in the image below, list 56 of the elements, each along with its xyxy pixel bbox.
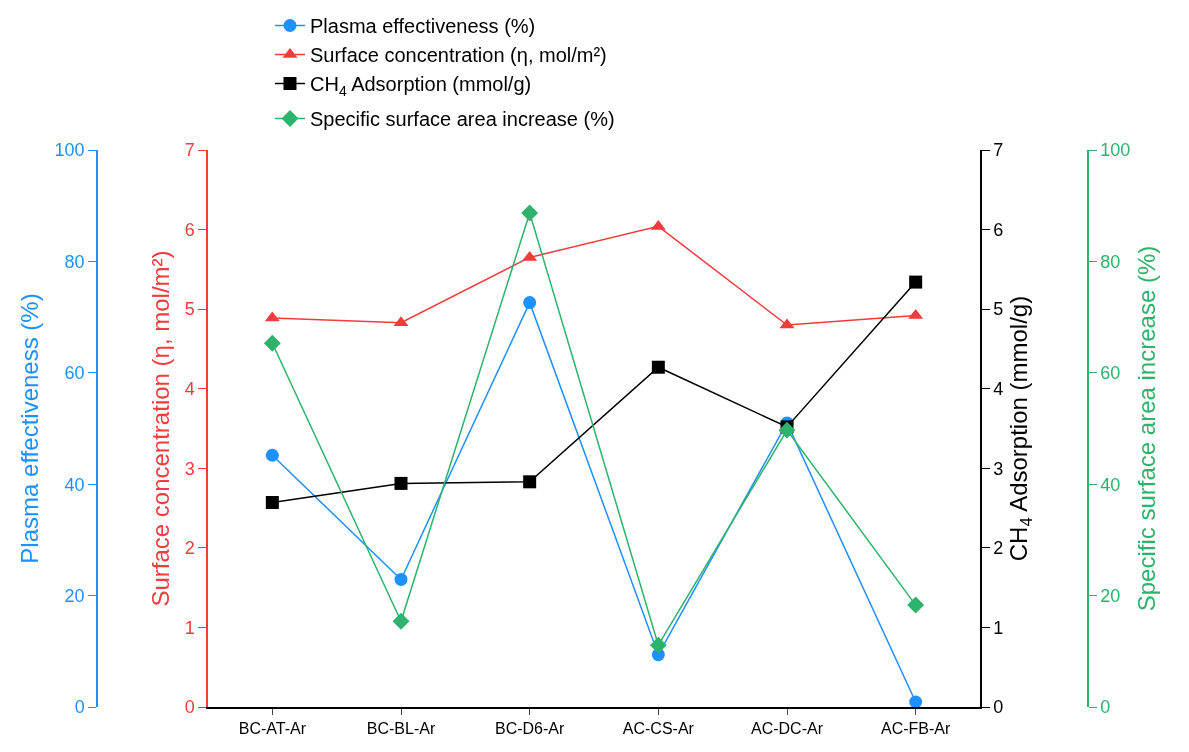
y3-tick-label: 2 [993, 538, 1004, 559]
y-tick-label: 0 [74, 697, 85, 718]
y-tick-label: 60 [64, 363, 85, 384]
y-tick-label: 40 [1100, 474, 1121, 495]
y2-axis-title: Surface concentration (η, mol/m²) [147, 250, 175, 607]
point [651, 360, 665, 374]
point [523, 475, 537, 489]
legend-label: Plasma effectiveness (%) [310, 15, 536, 38]
y2-tick-label: 7 [184, 140, 195, 161]
y3-tick-label: 1 [993, 617, 1004, 638]
x-tick-label: BC-BL-Ar [366, 719, 436, 737]
y3-tick-label: 5 [993, 299, 1004, 320]
y2-tick-label: 6 [184, 219, 195, 240]
point [392, 612, 410, 630]
y2-tick-label: 4 [184, 379, 195, 400]
y3-tick-label: 6 [993, 219, 1004, 240]
y3-tick-label: 0 [993, 697, 1004, 718]
point [523, 296, 537, 310]
point [649, 636, 667, 654]
y2-tick-label: 0 [184, 697, 195, 718]
y3-tick-label: 7 [993, 140, 1004, 161]
y2-tick-label: 2 [184, 538, 195, 559]
x-tick-label: AC-CS-Ar [622, 719, 695, 737]
legend-label: CH$_{4}$ Adsorption (mmol/g) [310, 73, 532, 99]
x-tick-label: BC-AT-Ar [238, 719, 307, 737]
point [909, 275, 923, 289]
x-tick-label: AC-FB-Ar [881, 719, 952, 737]
point [265, 448, 279, 462]
point [263, 334, 281, 352]
point [394, 476, 408, 490]
y-tick-label: 100 [54, 140, 85, 161]
y3-tick-label: 4 [993, 379, 1004, 400]
y-tick-label: 80 [64, 251, 85, 272]
y-tick-label: 20 [1100, 585, 1121, 606]
y-tick-label: 80 [1100, 251, 1121, 272]
y-tick-label: 0 [1100, 697, 1111, 718]
y-tick-label: 40 [64, 474, 85, 495]
legend-label: Specific surface area increase (%) [310, 108, 615, 131]
y2-tick-label: 1 [184, 617, 195, 638]
y2-tick-label: 3 [184, 458, 195, 479]
point [394, 572, 408, 586]
point [907, 596, 925, 614]
y-tick-label: 60 [1100, 363, 1121, 384]
x-tick-label: AC-DC-Ar [751, 719, 824, 737]
y2-tick-label: 5 [184, 299, 195, 320]
y-axis-title: Specific surface area increase (%) [1133, 245, 1161, 612]
y-tick-label: 20 [64, 585, 85, 606]
y-tick-label: 100 [1100, 140, 1131, 161]
y3-tick-label: 3 [993, 458, 1004, 479]
point [909, 695, 923, 709]
point [521, 204, 539, 222]
point [778, 421, 796, 439]
point [265, 496, 279, 509]
y-axis-title: Plasma effectiveness (%) [16, 293, 44, 564]
x-tick-label: BC-D6-Ar [495, 719, 566, 737]
legend-label: Surface concentration (η, mol/m²) [310, 44, 607, 67]
